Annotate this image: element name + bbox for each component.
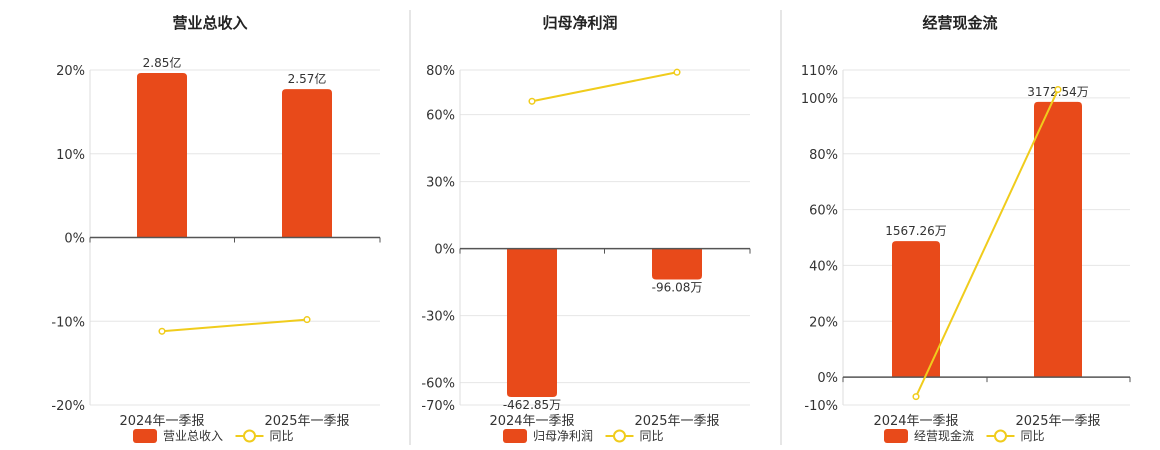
legend-bar-swatch	[884, 429, 908, 443]
legend-line-marker	[613, 429, 626, 443]
chart-title: 营业总收入	[172, 14, 247, 32]
bar-2	[1034, 101, 1082, 378]
y-tick-label: 0%	[64, 232, 85, 247]
legend-line-label: 同比	[640, 429, 664, 443]
y-tick-label: 80%	[426, 64, 455, 79]
yoy-point-2	[1054, 85, 1062, 94]
x-tick-label: 2024年一季报	[119, 414, 204, 429]
bar-1	[892, 241, 940, 378]
legend-bar-swatch	[503, 429, 527, 443]
yoy-point-1	[528, 97, 536, 105]
bar-data-label: 1567.26万	[885, 224, 947, 238]
yoy-line	[531, 71, 678, 103]
bar-data-label: 2.57亿	[288, 71, 327, 86]
yoy-point-1	[158, 327, 166, 335]
legend-bar-label: 营业总收入	[163, 429, 223, 443]
y-tick-label: -30%	[421, 310, 455, 325]
y-tick-label: 0%	[434, 243, 455, 258]
chart-panel-3: 经营现金流110%100%80%60%40%20%0%-10%1567.26万3…	[801, 14, 1131, 443]
bar-2	[652, 248, 702, 280]
y-tick-label: -10%	[804, 399, 838, 414]
bar-1	[507, 248, 557, 397]
bar-1	[137, 73, 187, 238]
x-tick-label: 2025年一季报	[264, 414, 349, 429]
y-tick-label: 0%	[817, 371, 838, 386]
bar-2	[282, 89, 332, 238]
y-tick-label: 60%	[809, 204, 838, 219]
yoy-point-1	[912, 393, 920, 401]
yoy-point-2	[673, 68, 681, 76]
chart-panel-2: 归母净利润 80% 60% 30% 0% -30% -60% -70% -462.85万 -96.…	[421, 14, 751, 443]
y-tick-label: -70%	[421, 399, 455, 414]
x-tick-label: 2025年一季报	[634, 414, 719, 429]
bar-data-label: -96.08万	[652, 280, 703, 294]
y-tick-label: 80%	[809, 148, 838, 163]
x-tick-label: 2024年一季报	[489, 414, 574, 429]
x-tick-label: 2024年一季报	[873, 414, 958, 429]
y-tick-label: 40%	[809, 259, 838, 274]
y-tick-label: 100%	[801, 92, 838, 107]
chart-title: 归母净利润	[542, 14, 617, 32]
legend-line-label: 同比	[270, 429, 294, 443]
y-tick-label: 10%	[56, 148, 85, 163]
y-tick-label: -10%	[51, 315, 85, 330]
y-tick-label: -20%	[51, 399, 85, 414]
legend-line-marker	[994, 429, 1007, 443]
y-tick-label: 60%	[426, 109, 455, 124]
bar-data-label: -462.85万	[503, 398, 561, 412]
yoy-line	[915, 89, 1059, 398]
bar-data-label: 2.85亿	[143, 55, 182, 70]
y-tick-label: 110%	[801, 64, 838, 79]
y-tick-label: 20%	[56, 64, 85, 79]
yoy-line	[161, 318, 308, 333]
y-tick-label: -60%	[421, 377, 455, 392]
legend-bar-swatch	[133, 429, 157, 443]
legend-bar-label: 经营现金流	[914, 428, 974, 443]
chart-panel-1: 营业总收入 20% 10% 0% -10% -20% 2.85亿 2.57亿 2024年一季报 2…	[51, 14, 381, 443]
legend-bar-label: 归母净利润	[533, 429, 593, 443]
legend-line-label: 同比	[1021, 429, 1045, 443]
x-tick-label: 2025年一季报	[1015, 414, 1100, 429]
yoy-point-2	[303, 316, 311, 324]
chart-title: 经营现金流	[922, 14, 997, 32]
y-tick-label: 30%	[426, 176, 455, 191]
y-tick-label: 20%	[809, 315, 838, 330]
legend-line-marker	[243, 429, 256, 443]
